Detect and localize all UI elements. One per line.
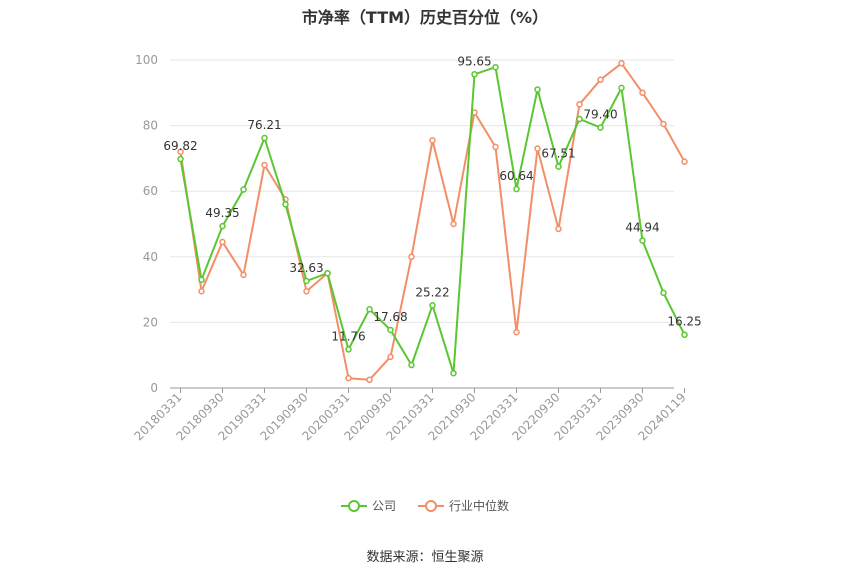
data-point-industry[interactable]	[261, 161, 268, 169]
data-point-industry[interactable]	[513, 328, 520, 336]
data-label: 11.76	[331, 329, 365, 343]
data-point-company[interactable]	[660, 289, 667, 297]
data-point-company[interactable]	[198, 276, 205, 284]
data-point-industry[interactable]	[660, 120, 667, 128]
y-tick-label: 80	[143, 119, 158, 133]
data-point-company[interactable]	[534, 86, 541, 93]
point-labels: 69.82 49.35 76.21 32.63 11.76 17.68 25.22 95.65…	[163, 54, 701, 343]
data-label: 44.94	[625, 221, 659, 235]
data-point-company[interactable]	[345, 346, 352, 353]
data-label: 76.21	[247, 118, 281, 132]
data-point-industry[interactable]	[492, 143, 499, 151]
data-point-company[interactable]	[597, 124, 604, 131]
data-source: 数据来源：恒生聚源	[366, 550, 484, 565]
data-point-industry[interactable]	[219, 238, 226, 246]
y-tick-label: 60	[143, 184, 158, 198]
data-point-company[interactable]	[366, 306, 373, 313]
y-tick-label: 0	[150, 381, 158, 395]
data-point-industry[interactable]	[198, 287, 205, 295]
data-point-company[interactable]	[471, 71, 478, 78]
data-label: 32.63	[289, 261, 323, 275]
data-point-company[interactable]	[219, 222, 226, 230]
data-point-industry[interactable]	[177, 148, 184, 156]
data-point-industry[interactable]	[387, 353, 394, 361]
data-point-industry[interactable]	[534, 145, 541, 152]
data-label: 69.82	[163, 139, 197, 153]
data-point-company[interactable]	[639, 237, 646, 244]
data-point-company[interactable]	[513, 185, 520, 193]
data-label: 67.51	[541, 147, 575, 161]
data-label: 17.68	[373, 310, 407, 324]
legend-company-swatch-icon	[340, 499, 367, 513]
data-point-company[interactable]	[576, 115, 583, 123]
data-point-industry[interactable]	[639, 89, 646, 97]
series-layer	[177, 60, 688, 384]
data-point-industry[interactable]	[429, 137, 436, 144]
data-point-company[interactable]	[408, 361, 415, 369]
data-point-company[interactable]	[177, 155, 184, 163]
data-label: 95.65	[457, 54, 491, 68]
data-point-company[interactable]	[303, 277, 310, 285]
data-point-industry[interactable]	[345, 374, 352, 382]
legend-industry-label: 行业中位数	[449, 499, 510, 513]
legend-industry-swatch-icon	[418, 499, 444, 513]
x-axis: 2018033120180930201903312019093020200331…	[132, 387, 689, 443]
data-point-industry[interactable]	[597, 76, 604, 83]
data-point-industry[interactable]	[681, 158, 688, 165]
data-point-company[interactable]	[555, 163, 562, 170]
data-label: 25.22	[415, 285, 449, 299]
data-point-industry[interactable]	[408, 253, 415, 261]
data-point-industry[interactable]	[618, 60, 625, 67]
chart-title: 市净率（TTM）历史百分位（%）	[301, 8, 549, 27]
data-point-company[interactable]	[324, 269, 331, 277]
legend-company-label: 公司	[371, 499, 396, 513]
data-point-company[interactable]	[387, 326, 394, 334]
y-tick-label: 100	[135, 53, 158, 67]
legend: 公司 行业中位数	[0, 497, 850, 514]
data-point-industry[interactable]	[450, 220, 457, 228]
grid-lines: 0 20 40 60 80 100	[135, 53, 674, 395]
data-point-industry[interactable]	[303, 287, 310, 295]
data-point-industry[interactable]	[576, 101, 583, 108]
data-point-industry[interactable]	[555, 225, 562, 233]
data-point-company[interactable]	[450, 369, 457, 377]
data-point-industry[interactable]	[366, 376, 373, 384]
legend-item-company[interactable]: 公司	[340, 497, 396, 514]
data-label: 60.64	[499, 169, 533, 183]
data-point-company[interactable]	[492, 63, 499, 71]
data-label: 79.40	[583, 108, 617, 122]
data-label: 49.35	[205, 206, 239, 220]
data-label: 16.25	[667, 315, 701, 329]
data-point-company[interactable]	[618, 84, 625, 92]
data-point-company[interactable]	[282, 201, 289, 208]
data-point-industry[interactable]	[240, 271, 247, 279]
data-point-company[interactable]	[261, 134, 268, 142]
data-point-company[interactable]	[240, 186, 247, 193]
y-tick-label: 40	[143, 250, 158, 264]
data-point-company[interactable]	[681, 331, 688, 338]
data-point-company[interactable]	[429, 302, 436, 309]
y-tick-label: 20	[143, 315, 158, 329]
legend-item-industry[interactable]: 行业中位数	[418, 497, 509, 514]
